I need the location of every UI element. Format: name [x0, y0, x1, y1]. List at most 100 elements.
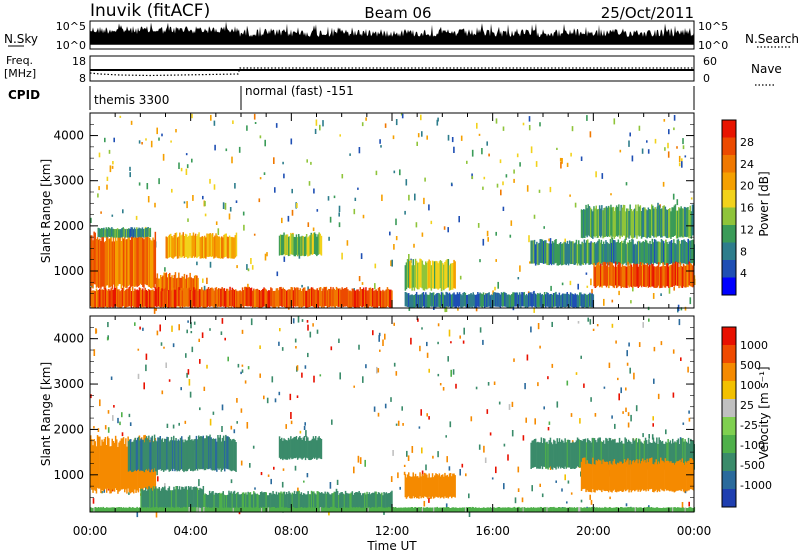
data-cell — [165, 288, 168, 307]
speckle-cell — [90, 394, 92, 399]
data-cell — [634, 439, 637, 468]
x-axis-label: Time UT — [366, 539, 417, 553]
data-cell — [673, 263, 676, 287]
data-cell — [408, 507, 410, 512]
data-cell — [222, 288, 224, 307]
data-cell — [511, 294, 513, 308]
data-cell — [121, 507, 124, 512]
speckle-cell — [246, 422, 249, 429]
speckle-cell — [247, 268, 250, 272]
data-cell — [548, 294, 550, 308]
data-cell — [222, 508, 224, 512]
data-cell — [647, 207, 650, 237]
data-cell — [110, 446, 112, 494]
data-cell — [426, 507, 428, 512]
data-cell — [193, 235, 196, 258]
data-cell — [430, 507, 433, 512]
data-cell — [229, 492, 231, 511]
speckle-cell — [330, 346, 333, 351]
data-cell — [601, 507, 604, 512]
speckle-cell — [301, 284, 303, 288]
data-cell — [648, 264, 651, 287]
data-cell — [656, 241, 658, 265]
data-cell — [631, 443, 633, 470]
data-cell — [657, 461, 660, 491]
data-cell — [642, 443, 644, 470]
speckle-cell — [603, 298, 605, 306]
data-cell — [418, 294, 420, 308]
speckle-cell — [112, 161, 114, 165]
colorbar-tick-label: -500 — [740, 459, 765, 472]
data-cell — [584, 457, 586, 489]
data-cell — [439, 476, 442, 499]
data-cell — [245, 286, 247, 306]
data-cell — [113, 229, 115, 238]
data-cell — [412, 472, 414, 497]
speckle-cell — [405, 179, 408, 186]
data-cell — [424, 507, 426, 512]
data-cell — [621, 507, 623, 512]
speckle-cell — [354, 197, 357, 201]
data-cell — [442, 263, 444, 290]
data-cell — [612, 206, 614, 237]
data-cell — [665, 239, 667, 264]
data-cell — [301, 507, 304, 512]
speckle-cell — [283, 173, 285, 179]
data-cell — [434, 475, 436, 498]
speckle-cell — [357, 187, 359, 190]
speckle-cell — [660, 293, 662, 296]
data-cell — [142, 288, 144, 307]
data-cell — [367, 494, 369, 512]
data-cell — [685, 242, 688, 265]
speckle-cell — [689, 297, 692, 305]
speckle-cell — [451, 183, 453, 187]
speckle-cell — [654, 138, 657, 144]
data-cell — [470, 293, 472, 307]
speckle-cell — [162, 153, 165, 161]
data-cell — [443, 507, 445, 512]
data-cell — [580, 209, 583, 238]
data-cell — [239, 494, 241, 512]
data-cell — [635, 264, 637, 287]
data-cell — [241, 287, 244, 307]
speckle-cell — [611, 299, 614, 303]
data-cell — [221, 507, 223, 512]
data-cell — [560, 507, 562, 512]
data-cell — [606, 242, 608, 265]
data-cell — [650, 244, 652, 266]
data-cell — [589, 507, 591, 512]
data-cell — [171, 236, 173, 258]
data-cell — [366, 491, 368, 511]
data-cell — [567, 293, 570, 308]
data-cell — [372, 492, 374, 511]
data-cell — [146, 234, 149, 286]
data-cell — [664, 206, 667, 237]
data-cell — [187, 288, 189, 307]
data-cell — [661, 240, 664, 264]
data-cell — [636, 459, 638, 490]
data-cell — [609, 261, 611, 286]
speckle-cell — [204, 201, 206, 207]
data-cell — [573, 294, 575, 308]
data-cell — [332, 507, 334, 512]
data-cell — [109, 290, 111, 308]
data-cell — [471, 294, 473, 308]
data-cell — [147, 289, 150, 308]
data-cell — [126, 239, 128, 288]
data-cell — [227, 507, 229, 512]
data-cell — [280, 507, 282, 512]
data-cell — [442, 507, 444, 512]
data-cell — [548, 243, 550, 266]
velocity-cbar-label: Velocity [m s⁻¹] — [757, 366, 771, 459]
speckle-cell — [587, 317, 589, 322]
data-cell — [555, 507, 557, 512]
data-cell — [358, 291, 360, 308]
data-cell — [479, 508, 482, 512]
data-cell — [655, 459, 657, 490]
data-cell — [583, 239, 586, 264]
colorbar-swatch — [722, 435, 736, 454]
data-cell — [304, 507, 306, 512]
data-cell — [638, 459, 640, 490]
data-cell — [229, 507, 231, 512]
data-cell — [249, 492, 252, 511]
